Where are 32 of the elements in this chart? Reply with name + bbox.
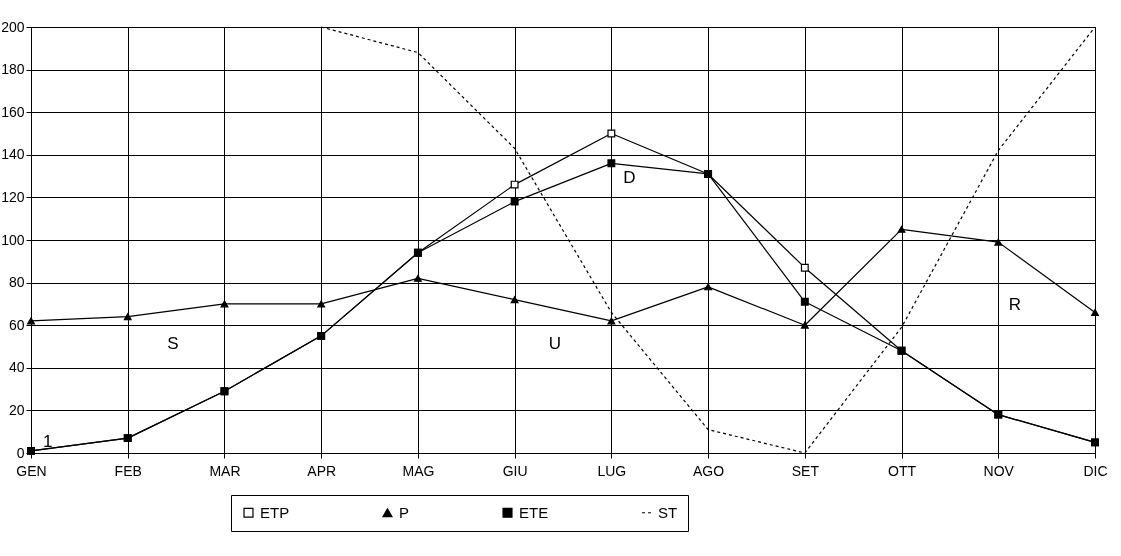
x-tick-label: APR bbox=[307, 462, 337, 479]
y-tick-label: 60 bbox=[8, 316, 25, 333]
x-tick-label: LUG bbox=[597, 462, 627, 479]
y-tick-label: 200 bbox=[1, 18, 25, 35]
y-tick-label: 160 bbox=[1, 103, 25, 120]
y-tick-label: 140 bbox=[1, 146, 25, 163]
legend-label: ETP bbox=[260, 503, 290, 521]
y-tick-label: 120 bbox=[1, 188, 25, 205]
x-tick-label: GEN bbox=[16, 462, 47, 479]
legend-label: ST bbox=[658, 503, 678, 521]
x-tick-label: MAG bbox=[402, 462, 435, 479]
x-tick-label: DIC bbox=[1083, 462, 1108, 479]
y-tick-label: 180 bbox=[1, 61, 25, 78]
x-tick-label: AGO bbox=[693, 462, 725, 479]
annotation: U bbox=[548, 334, 562, 353]
y-tick-label: 80 bbox=[8, 274, 25, 291]
annotation: 1 bbox=[43, 431, 53, 451]
annotation: S bbox=[167, 334, 179, 353]
y-tick-label: 20 bbox=[8, 401, 25, 418]
x-tick-label: OTT bbox=[888, 462, 917, 479]
legend-label: P bbox=[399, 503, 410, 521]
x-tick-label: GIU bbox=[502, 462, 528, 479]
x-tick-label: FEB bbox=[114, 462, 142, 479]
legend-label: ETE bbox=[519, 503, 549, 521]
x-tick-label: MAR bbox=[209, 462, 241, 479]
annotation: R bbox=[1008, 295, 1022, 314]
y-tick-label: 100 bbox=[1, 231, 25, 248]
x-tick-label: SET bbox=[791, 462, 820, 479]
x-tick-label: NOV bbox=[983, 462, 1015, 479]
y-tick-label: 0 bbox=[16, 444, 25, 461]
annotation: D bbox=[623, 168, 636, 188]
y-tick-label: 40 bbox=[8, 359, 25, 376]
